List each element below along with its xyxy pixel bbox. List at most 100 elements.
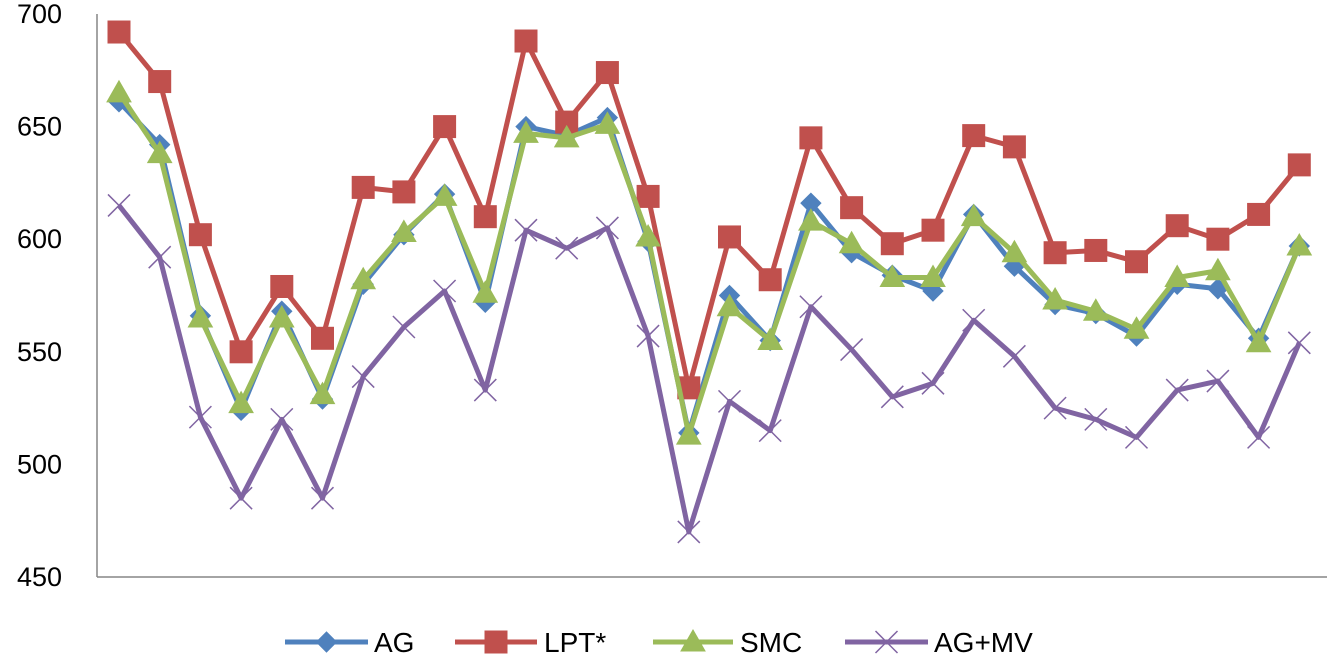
data-point-smc bbox=[635, 223, 661, 247]
data-point-ag-mv-stroke bbox=[1043, 396, 1067, 420]
data-point-smc bbox=[757, 327, 784, 351]
data-point-smc bbox=[879, 264, 906, 287]
data-point-smc bbox=[1082, 298, 1109, 321]
data-point-smc bbox=[798, 208, 824, 231]
data-point-ag-mv bbox=[433, 279, 457, 303]
data-point-ag-mv bbox=[758, 419, 782, 443]
data-point-lpt bbox=[880, 232, 904, 256]
data-point-ag-mv-stroke bbox=[636, 324, 660, 348]
data-point-ag-mv-stroke bbox=[310, 486, 335, 510]
data-point-ag-mv-stroke bbox=[758, 419, 782, 443]
data-point-ag-mv-stroke bbox=[595, 216, 619, 240]
data-point-ag-mv bbox=[514, 218, 538, 242]
data-point-smc bbox=[1205, 257, 1231, 281]
data-point-ag-mv-stroke bbox=[229, 486, 253, 510]
data-point-smc bbox=[228, 390, 254, 414]
data-point-smc bbox=[1042, 286, 1068, 310]
data-point-lpt bbox=[1043, 241, 1067, 265]
data-point-lpt bbox=[1165, 214, 1189, 238]
legend-item-lpt: LPT* bbox=[455, 627, 606, 658]
data-point-lpt bbox=[595, 61, 619, 85]
data-point-ag-mv bbox=[921, 371, 945, 395]
legend-label-ag: AG bbox=[374, 627, 414, 657]
data-point-ag-mv-stroke bbox=[1287, 331, 1311, 355]
data-point-ag-mv-stroke bbox=[1247, 425, 1271, 449]
data-point-smc bbox=[553, 124, 580, 148]
data-point-ag-mv bbox=[351, 365, 375, 389]
data-point-ag-mv bbox=[1002, 344, 1026, 368]
data-point-ag-mv bbox=[840, 338, 864, 362]
data-point-ag-mv-stroke bbox=[473, 378, 497, 402]
series-line-ag-mv bbox=[117, 203, 1302, 535]
data-point-ag-mv bbox=[392, 315, 416, 339]
legend-item-smc: SMC bbox=[653, 627, 802, 658]
data-point-smc bbox=[1001, 239, 1028, 263]
data-point-ag-mv-stroke bbox=[1124, 425, 1149, 449]
data-point-ag-mv bbox=[1206, 369, 1230, 393]
data-point-smc bbox=[838, 230, 865, 254]
data-point-ag-mv-stroke bbox=[351, 365, 375, 389]
data-point-smc bbox=[309, 381, 336, 405]
legend-label-smc: SMC bbox=[740, 627, 802, 657]
legend-label-ag-mv: AG+MV bbox=[934, 627, 1033, 657]
data-point-ag-mv-stroke bbox=[188, 405, 212, 429]
data-point-lpt bbox=[473, 205, 497, 229]
data-point-lpt bbox=[962, 124, 986, 148]
y-tick-label: 450 bbox=[17, 562, 62, 592]
data-point-smc bbox=[920, 264, 946, 287]
data-point-ag-mv-stroke bbox=[392, 315, 416, 339]
data-point-ag-mv-stroke bbox=[799, 295, 823, 319]
data-point-smc bbox=[1164, 264, 1191, 287]
data-point-ag-mv-stroke bbox=[1165, 378, 1189, 402]
data-point-ag-mv bbox=[636, 324, 660, 348]
data-point-lpt bbox=[799, 126, 823, 150]
data-point-ag-mv bbox=[1287, 331, 1311, 355]
data-point-ag-mv-stroke bbox=[717, 389, 742, 413]
series-line-smc bbox=[116, 91, 1302, 438]
y-tick-label: 550 bbox=[17, 337, 62, 367]
data-point-lpt bbox=[1084, 238, 1108, 262]
data-point-lpt bbox=[1002, 135, 1026, 159]
series-line-ag bbox=[117, 100, 1302, 436]
legend-marker-ag-mv-stroke bbox=[874, 630, 899, 654]
data-point-smc bbox=[1123, 316, 1150, 339]
data-point-ag-mv-stroke bbox=[270, 407, 294, 431]
data-point-ag-mv-stroke bbox=[107, 193, 131, 217]
data-point-lpt bbox=[921, 218, 945, 242]
data-point-ag-mv-stroke bbox=[514, 218, 538, 242]
data-point-lpt bbox=[718, 225, 741, 249]
data-point-smc bbox=[716, 293, 743, 317]
data-point-ag-mv bbox=[148, 245, 172, 269]
data-point-ag-mv-stroke bbox=[962, 308, 986, 332]
data-point-ag-mv-stroke bbox=[433, 279, 457, 303]
data-point-lpt bbox=[1247, 202, 1271, 226]
data-point-ag-mv-stroke bbox=[1206, 369, 1230, 393]
data-point-lpt bbox=[1206, 227, 1230, 251]
data-point-ag-mv bbox=[107, 193, 131, 217]
legend-label-lpt: LPT* bbox=[544, 627, 606, 657]
data-point-lpt bbox=[148, 70, 172, 94]
legend-marker-ag-mv bbox=[874, 630, 899, 654]
data-point-ag-mv bbox=[595, 216, 619, 240]
data-point-ag-mv bbox=[962, 308, 986, 332]
data-point-smc bbox=[960, 203, 987, 227]
data-point-smc bbox=[431, 183, 458, 206]
data-point-ag-mv bbox=[270, 407, 294, 431]
data-point-ag-mv-stroke bbox=[921, 371, 945, 395]
data-point-lpt bbox=[229, 340, 253, 364]
data-point-lpt bbox=[840, 196, 864, 220]
data-point-smc bbox=[675, 422, 702, 445]
data-point-lpt bbox=[758, 268, 782, 292]
data-point-smc bbox=[594, 111, 621, 134]
data-point-smc bbox=[1245, 329, 1272, 353]
data-point-ag-mv bbox=[880, 385, 904, 409]
data-point-ag-mv bbox=[555, 236, 579, 260]
data-point-lpt bbox=[107, 20, 131, 44]
data-point-ag-mv-stroke bbox=[148, 245, 172, 269]
data-point-lpt bbox=[636, 184, 660, 208]
data-point-ag-mv bbox=[310, 486, 335, 510]
data-point-ag-mv bbox=[188, 405, 212, 429]
data-point-ag-mv bbox=[229, 486, 253, 510]
data-point-lpt bbox=[351, 175, 375, 199]
